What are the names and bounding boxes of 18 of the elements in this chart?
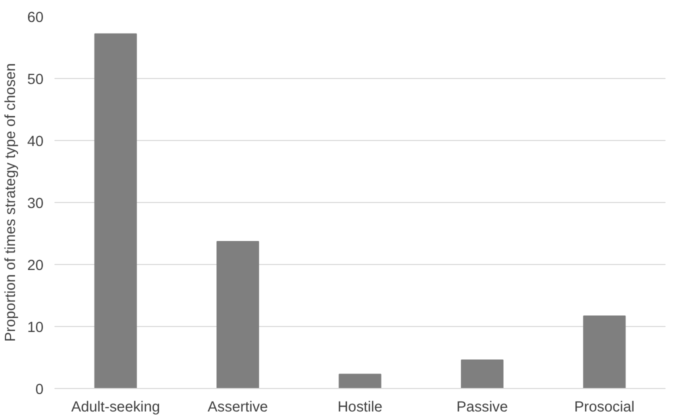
bar: [338, 374, 382, 388]
y-tick-label: 20: [27, 258, 44, 274]
y-tick-label: 50: [27, 72, 44, 88]
bar: [94, 33, 137, 388]
x-tick-label: Assertive: [208, 400, 268, 416]
y-tick-label: 10: [27, 320, 44, 336]
bar: [216, 241, 260, 388]
x-tick-label: Adult-seeking: [71, 400, 160, 416]
bar: [460, 359, 504, 388]
y-tick-label: 30: [27, 196, 44, 212]
x-tick-label: Prosocial: [574, 400, 635, 416]
y-tick-label: 40: [27, 134, 44, 150]
x-tick-label: Hostile: [338, 400, 382, 416]
x-tick-label: Passive: [456, 400, 508, 416]
y-tick-label: 60: [27, 10, 44, 26]
bar: [583, 315, 626, 388]
y-tick-label: 0: [35, 382, 44, 398]
y-axis-title: Proportion of times strategy type of chosen: [3, 63, 20, 342]
